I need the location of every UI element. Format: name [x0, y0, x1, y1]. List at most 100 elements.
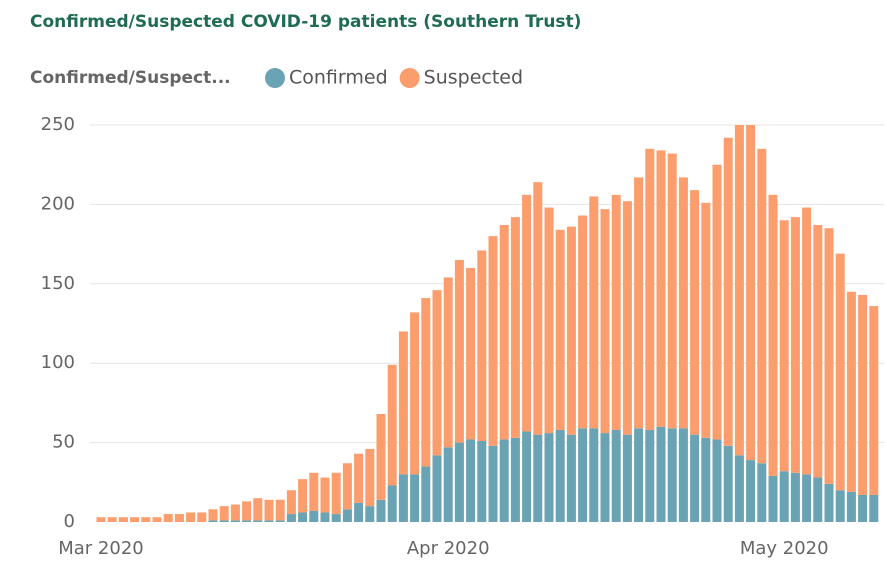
- bar-segment: [230, 504, 240, 521]
- bar-segment: [622, 201, 632, 435]
- bar-segment: [544, 433, 554, 522]
- bar-segment: [118, 517, 128, 522]
- bar-segment: [746, 125, 756, 461]
- bar-segment: [298, 512, 308, 522]
- bar-segment: [813, 477, 823, 522]
- bar-segment: [690, 190, 700, 435]
- bar-segment: [443, 447, 453, 522]
- bar-segment: [197, 512, 207, 522]
- bar-segment: [432, 455, 442, 522]
- bar-segment: [264, 499, 274, 521]
- bar-segment: [443, 277, 453, 448]
- bar-segment: [858, 294, 868, 496]
- bar-segment: [398, 331, 408, 475]
- bar-segment: [634, 177, 644, 429]
- bar-segment: [275, 520, 285, 522]
- bar-segment: [600, 433, 610, 522]
- bar-segment: [656, 426, 666, 522]
- bar-segment: [342, 463, 352, 510]
- bar-segment: [533, 434, 543, 522]
- bar-segment: [421, 466, 431, 522]
- bar-segment: [768, 475, 778, 522]
- bar-segment: [802, 207, 812, 475]
- bar-segment: [466, 267, 476, 440]
- bar-segment: [387, 364, 397, 486]
- bar-segment: [331, 472, 341, 515]
- bar-segment: [589, 428, 599, 522]
- bar-segment: [846, 491, 856, 522]
- bar-segment: [107, 517, 117, 522]
- bar-segment: [130, 517, 140, 522]
- bar-segment: [152, 517, 162, 522]
- bar-segment: [701, 202, 711, 438]
- bar-segment: [757, 148, 767, 464]
- bar-segment: [835, 490, 845, 522]
- bar-segment: [712, 164, 722, 440]
- bar-segment: [813, 225, 823, 478]
- legend-marker: [399, 68, 420, 88]
- x-tick-label: Apr 2020: [407, 538, 490, 559]
- bar-segment: [757, 463, 767, 522]
- bar-segment: [768, 194, 778, 476]
- bar-segment: [309, 472, 319, 511]
- bar-segment: [354, 453, 364, 503]
- bar-segment: [376, 414, 386, 500]
- bar-segment: [410, 312, 420, 475]
- bar-segment: [779, 220, 789, 472]
- bar-segment: [141, 517, 151, 522]
- bar-segment: [510, 437, 520, 522]
- bar-segment: [824, 483, 834, 522]
- bar-segment: [421, 298, 431, 467]
- bar-segment: [645, 429, 655, 522]
- y-tick-label: 0: [64, 511, 75, 532]
- bar-segment: [779, 471, 789, 522]
- bar-segment: [667, 153, 677, 429]
- bar-segment: [286, 514, 296, 522]
- bar-segment: [286, 490, 296, 515]
- bar-segment: [723, 137, 733, 446]
- bar-segment: [712, 439, 722, 522]
- bar-segment: [544, 207, 554, 434]
- bar-segment: [219, 506, 229, 521]
- legend-label: Confirmed: [289, 67, 388, 89]
- bar-segment: [555, 229, 565, 430]
- bar-segment: [846, 291, 856, 492]
- bar-segment: [522, 431, 532, 522]
- bar-segment: [365, 506, 375, 522]
- bar-segment: [589, 196, 599, 429]
- bar-segment: [869, 306, 879, 496]
- bar-segment: [365, 448, 375, 507]
- bar-segment: [701, 437, 711, 522]
- bar-segment: [790, 217, 800, 473]
- y-tick-label: 200: [41, 193, 75, 214]
- bar-segment: [219, 520, 229, 522]
- chart-title: Confirmed/Suspected COVID-19 patients (S…: [30, 12, 581, 32]
- bar-segment: [410, 474, 420, 522]
- bar-segment: [824, 228, 834, 484]
- bar-segment: [611, 194, 621, 430]
- bar-segment: [253, 498, 263, 521]
- bar-segment: [163, 514, 173, 522]
- bar-segment: [342, 509, 352, 522]
- bar-segment: [298, 479, 308, 513]
- bar-segment: [376, 499, 386, 522]
- x-tick-label: May 2020: [740, 538, 829, 559]
- bar-segment: [566, 226, 576, 435]
- bar-segment: [477, 441, 487, 522]
- bar-segment: [230, 520, 240, 522]
- bar-segment: [242, 501, 252, 521]
- bar-segment: [578, 428, 588, 522]
- y-tick-label: 50: [52, 432, 75, 453]
- bar-segment: [488, 236, 498, 446]
- bar-segment: [869, 495, 879, 522]
- bar-segment: [555, 429, 565, 522]
- bar-segment: [734, 125, 744, 456]
- bar-segment: [510, 217, 520, 438]
- bar-segment: [533, 182, 543, 435]
- bar-segment: [264, 520, 274, 522]
- bar-segment: [432, 290, 442, 456]
- bar-segment: [734, 455, 744, 522]
- bar-segment: [802, 474, 812, 522]
- bar-segment: [746, 460, 756, 522]
